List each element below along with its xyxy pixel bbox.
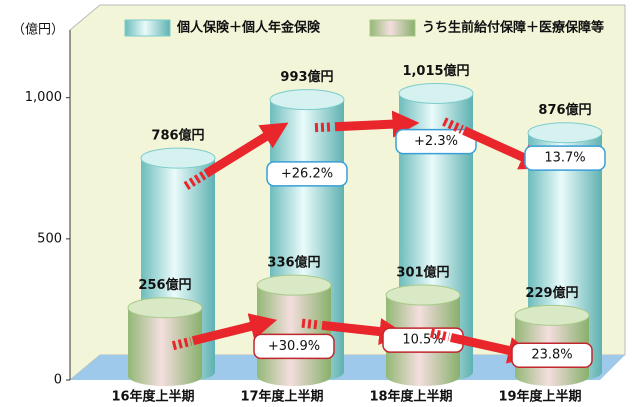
change-box xyxy=(395,128,477,155)
value-label: 301億円 xyxy=(396,265,449,281)
change-label: 13.7% xyxy=(544,151,585,166)
cylinder-top xyxy=(140,147,216,169)
arrow xyxy=(462,126,548,170)
value-label: 256億円 xyxy=(138,277,191,293)
change-label: +30.9% xyxy=(268,339,320,354)
y-tick-label: 1,000 xyxy=(25,90,62,105)
arrow xyxy=(321,318,407,345)
value-label: 876億円 xyxy=(538,102,591,118)
arrow xyxy=(334,110,420,138)
x-tick-label: 17年度上半期 xyxy=(240,389,323,405)
cylinder-top xyxy=(527,122,603,144)
value-label: 336億円 xyxy=(267,255,320,271)
legend-swatch xyxy=(124,19,171,37)
cylinder xyxy=(256,274,332,386)
cylinder-top xyxy=(127,297,203,319)
x-tick-label: 16年度上半期 xyxy=(111,389,194,405)
cylinder-body xyxy=(128,307,202,386)
cylinder-top xyxy=(398,82,474,104)
value-label: 229億円 xyxy=(525,285,578,301)
arrow xyxy=(203,122,289,178)
y-axis-label: （億円） xyxy=(12,22,64,38)
change-label: +2.3% xyxy=(414,134,458,149)
legend-swatch xyxy=(369,19,416,37)
cylinder-top xyxy=(514,304,590,326)
change-box xyxy=(511,342,593,368)
cylinder-top xyxy=(256,274,332,296)
x-tick-label: 18年度上半期 xyxy=(369,389,452,405)
value-label: 993億円 xyxy=(280,69,333,85)
arrow xyxy=(191,313,278,346)
change-box xyxy=(253,333,335,360)
change-label: +26.2% xyxy=(281,166,333,181)
value-label: 1,015億円 xyxy=(402,63,469,79)
x-tick-label: 19年度上半期 xyxy=(498,389,581,405)
change-box xyxy=(266,161,348,187)
cylinder-top xyxy=(385,284,461,306)
arrow xyxy=(450,333,536,364)
cylinder xyxy=(127,297,203,386)
change-box xyxy=(524,145,606,171)
cylinder-top xyxy=(269,89,345,111)
y-tick-label: 0 xyxy=(54,373,62,388)
change-label: 23.8% xyxy=(531,348,572,363)
value-label: 786億円 xyxy=(151,128,204,144)
legend-label: 個人保険＋個人年金保険 xyxy=(176,20,321,36)
legend-label: うち生前給付保障＋医療保障等 xyxy=(422,20,604,36)
y-tick-label: 500 xyxy=(37,231,62,246)
